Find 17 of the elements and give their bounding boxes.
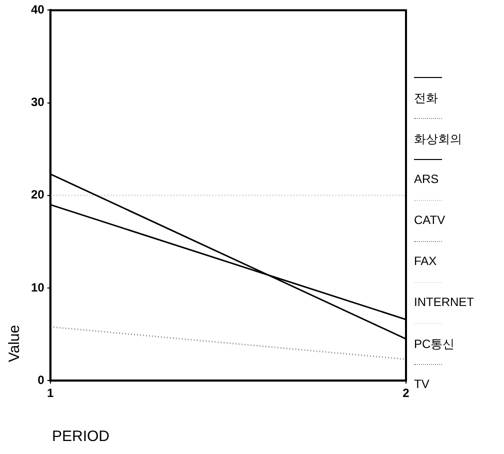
y-tick-label: 30: [30, 95, 45, 110]
y-tick-label: 20: [30, 188, 45, 202]
y-axis-title: Value: [6, 324, 24, 362]
legend-label: 전화: [414, 90, 439, 107]
x-axis-title: PERIOD: [52, 428, 110, 445]
legend-label: PC통신: [414, 336, 456, 353]
y-tick-label: 0: [38, 372, 45, 387]
y-tick-label: 10: [30, 280, 45, 294]
x-tick-label: 2: [402, 386, 410, 400]
legend-label: TV: [414, 377, 430, 391]
legend-label: INTERNET: [414, 295, 475, 309]
y-tick-label: 40: [30, 2, 45, 17]
legend-label: ARS: [414, 172, 440, 186]
legend-label: CATV: [414, 213, 446, 227]
legend-label: FAX: [414, 254, 438, 268]
legend-label: 화상회의: [414, 131, 463, 148]
x-tick-label: 1: [47, 386, 54, 400]
